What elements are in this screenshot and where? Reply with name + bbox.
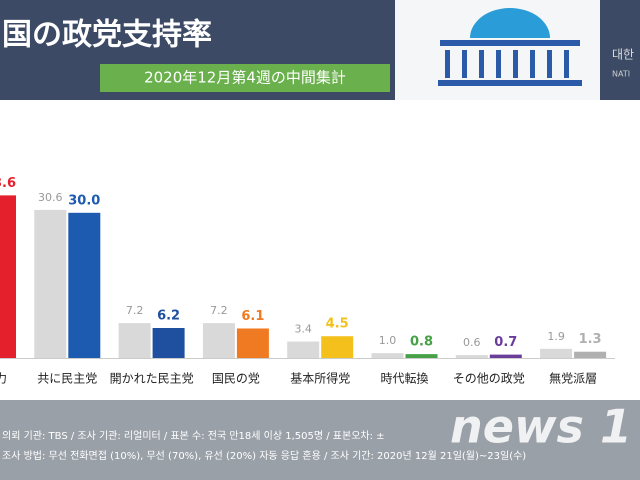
bar (34, 209, 67, 358)
baseline (0, 358, 615, 359)
value-label: 1.9 (547, 330, 565, 343)
subtitle: 2020年12月第4週の中間集計 (144, 69, 346, 87)
x-tick-label: その他の政党 (453, 371, 525, 386)
x-tick-label: 開かれた民主党 (110, 371, 194, 386)
value-label: 4.5 (326, 317, 349, 332)
assembly-logo (438, 8, 582, 86)
x-tick-label: 共に民主党 (37, 371, 97, 386)
footer-text: 조사 방법: 무선 전화면접 (10%), 무선 (70%), 유선 (20%)… (2, 449, 526, 462)
bar (236, 328, 269, 358)
logo-side (600, 0, 640, 100)
subtitle-banner (100, 64, 390, 92)
bar (405, 354, 438, 358)
x-tick-label: 国民の党 (212, 371, 260, 386)
value-label: 1.0 (379, 334, 397, 347)
value-label: 6.1 (241, 309, 264, 324)
bar (202, 323, 235, 358)
bar (118, 323, 151, 358)
bar (321, 336, 354, 358)
value-label: 6.2 (157, 308, 180, 323)
bar (489, 354, 522, 358)
x-tick-label: 時代転換 (380, 372, 428, 386)
x-tick-label: 国民の力 (0, 372, 7, 386)
bar (68, 212, 101, 358)
value-label: 0.7 (494, 335, 517, 350)
footer-band (0, 400, 640, 480)
value-label: 7.2 (126, 304, 144, 317)
bar (0, 195, 16, 358)
value-label: 30.6 (38, 191, 63, 204)
value-label: 0.8 (410, 335, 433, 350)
chart-title: 国の政党支持率 (2, 18, 212, 53)
bar (540, 348, 573, 358)
value-label: 3.4 (294, 323, 312, 336)
bar (574, 351, 607, 358)
value-label: 0.6 (463, 336, 481, 349)
watermark: news (450, 400, 584, 454)
value-label: 1.3 (579, 332, 602, 347)
watermark: 1 (600, 400, 632, 454)
bar (455, 355, 488, 358)
x-tick-label: 無党派層 (549, 371, 597, 386)
bar (287, 341, 320, 358)
value-label: 33.6 (0, 176, 16, 191)
logo-text: 대한 (612, 48, 634, 62)
value-label: 7.2 (210, 304, 228, 317)
x-tick-label: 基本所得党 (290, 371, 350, 386)
bar (152, 327, 185, 358)
value-label: 30.0 (68, 193, 100, 208)
logo-text: NATI (612, 70, 630, 79)
footer-text: 의뢰 기관: TBS / 조사 기관: 리얼미터 / 표본 수: 전국 만18세… (2, 430, 385, 442)
bar (371, 353, 404, 358)
